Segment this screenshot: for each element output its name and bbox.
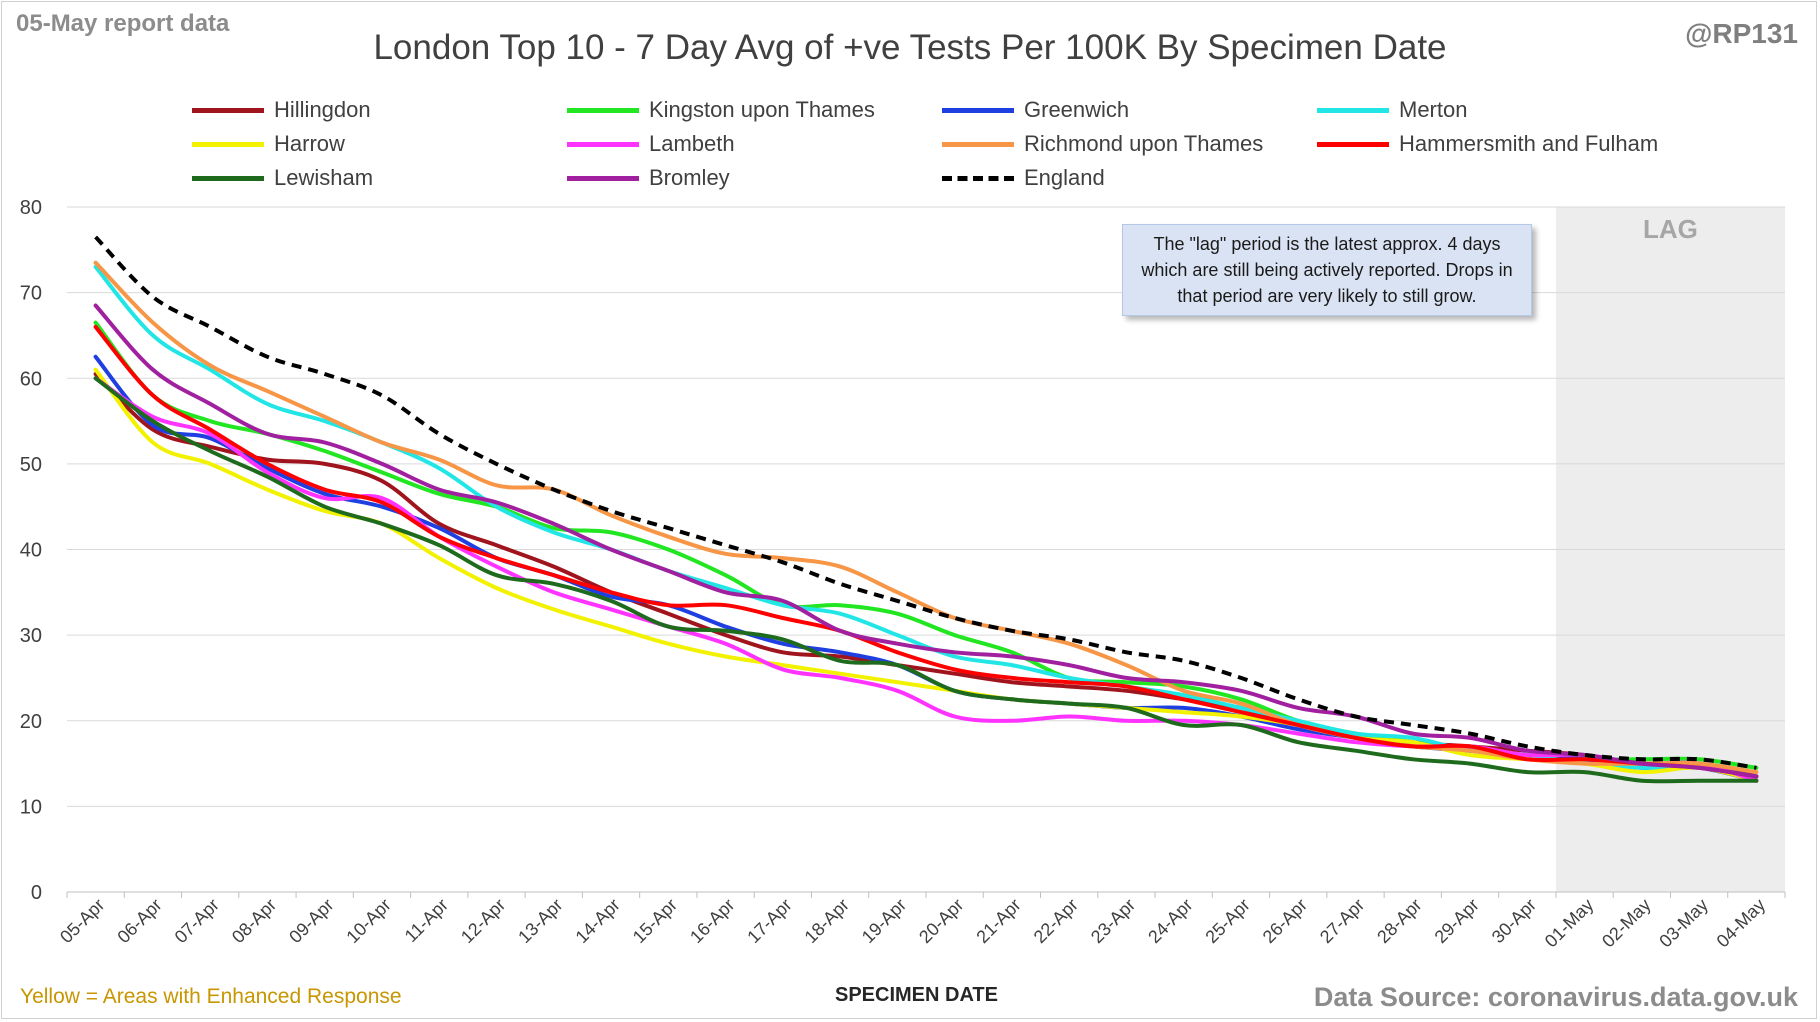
x-tick-label: 03-May [1655,895,1712,952]
x-tick-label: 16-Apr [686,895,738,947]
legend-label: Richmond upon Thames [1024,131,1264,156]
y-tick-label: 40 [20,540,42,562]
series-line-merton [93,264,1759,779]
legend-item-england: England [942,163,1105,193]
x-tick-label: 28-Apr [1373,895,1425,947]
x-tick-label: 19-Apr [858,895,910,947]
legend-label: Hillingdon [274,97,371,122]
y-tick-label: 80 [20,197,42,219]
x-tick-label: 20-Apr [915,895,967,947]
data-source-note: Data Source: coronavirus.data.gov.uk [1313,982,1798,1012]
legend-swatch [567,141,639,147]
x-tick-label: 23-Apr [1087,895,1139,947]
legend: Hillingdon Kingston upon Thames Greenwich M… [0,0,1820,200]
series-line-richmond-upon-thames [93,260,1759,775]
y-tick-label: 60 [20,368,42,390]
x-tick-label: 17-Apr [743,895,795,947]
legend-item-kingston-upon-thames: Kingston upon Thames [567,95,875,125]
legend-item-lewisham: Lewisham [192,163,373,193]
enhanced-response-note: Yellow = Areas with Enhanced Response [20,985,402,1008]
legend-swatch [942,175,1014,181]
legend-swatch [1317,107,1389,113]
series-line-hammersmith-and-fulham [93,324,1759,779]
x-tick-label: 27-Apr [1316,895,1368,947]
x-tick-label: 22-Apr [1030,895,1082,947]
legend-label: Lewisham [274,165,374,190]
legend-swatch [567,175,639,181]
legend-label: Kingston upon Thames [649,97,875,122]
x-tick-label: 30-Apr [1488,895,1540,947]
x-tick-label: 02-May [1598,895,1655,952]
legend-swatch [192,175,264,181]
chart-title: London Top 10 - 7 Day Avg of +ve Tests P… [373,28,1447,67]
legend-swatch [192,107,264,113]
y-tick-label: 0 [31,882,42,904]
series-line-england [94,235,1757,770]
legend-label: Harrow [274,131,345,156]
y-tick-label: 30 [20,625,42,647]
legend-swatch [942,141,1014,147]
legend-swatch [567,107,639,113]
lag-label: LAG [1643,214,1698,244]
x-tick-label: 01-May [1541,895,1598,952]
y-tick-label: 20 [20,711,42,733]
y-tick-label: 70 [20,283,42,305]
x-tick-label: 06-Apr [113,895,165,947]
x-tick-label: 09-Apr [285,895,337,947]
series-line-greenwich [93,354,1759,783]
legend-swatch [942,107,1014,113]
report-date-note: 05-May report data [16,10,230,37]
x-tick-label: 08-Apr [228,895,280,947]
x-tick-label: 13-Apr [514,895,566,947]
legend-item-hillingdon: Hillingdon [192,95,371,125]
y-tick-label: 50 [20,454,42,476]
x-tick-label: 24-Apr [1144,895,1196,947]
author-handle: @RP131 [1685,18,1798,49]
x-tick-label: 05-Apr [56,895,108,947]
legend-swatch [1317,141,1389,147]
x-tick-label: 18-Apr [801,895,853,947]
x-tick-label: 11-Apr [401,895,452,946]
series-line-lewisham [93,376,1759,784]
series-line-harrow [93,367,1759,783]
legend-label: Merton [1399,97,1468,122]
legend-item-harrow: Harrow [192,129,345,159]
series-line-bromley [93,303,1759,779]
x-tick-label: 26-Apr [1259,895,1311,947]
x-tick-label: 15-Apr [629,895,681,947]
legend-label: Greenwich [1024,97,1130,122]
x-axis-title: SPECIMEN DATE [835,984,998,1006]
x-tick-label: 07-Apr [171,895,223,947]
lag-annotation: The "lag" period is the latest approx. 4… [1122,224,1532,316]
x-tick-label: 14-Apr [572,895,624,947]
x-tick-label: 25-Apr [1201,895,1253,947]
series-line-hillingdon [93,372,1759,779]
legend-item-merton: Merton [1317,95,1467,125]
x-tick-label: 21-Apr [972,895,1024,947]
x-tick-label: 12-Apr [457,895,509,947]
legend-label: Lambeth [649,131,735,156]
legend-item-lambeth: Lambeth [567,129,735,159]
legend-item-greenwich: Greenwich [942,95,1129,125]
series-line-kingston-upon-thames [93,320,1759,770]
legend-label: Hammersmith and Fulham [1399,131,1659,156]
y-tick-label: 10 [20,796,42,818]
legend-item-bromley: Bromley [567,163,730,193]
legend-item-richmond-upon-thames: Richmond upon Thames [942,129,1263,159]
legend-swatch [192,141,264,147]
x-tick-label: 10-Apr [342,895,394,947]
legend-item-hammersmith-and-fulham: Hammersmith and Fulham [1317,129,1658,159]
legend-label: Bromley [649,165,730,190]
x-tick-label: 29-Apr [1431,895,1483,947]
x-tick-label: 04-May [1713,895,1770,952]
legend-label: England [1024,165,1105,190]
